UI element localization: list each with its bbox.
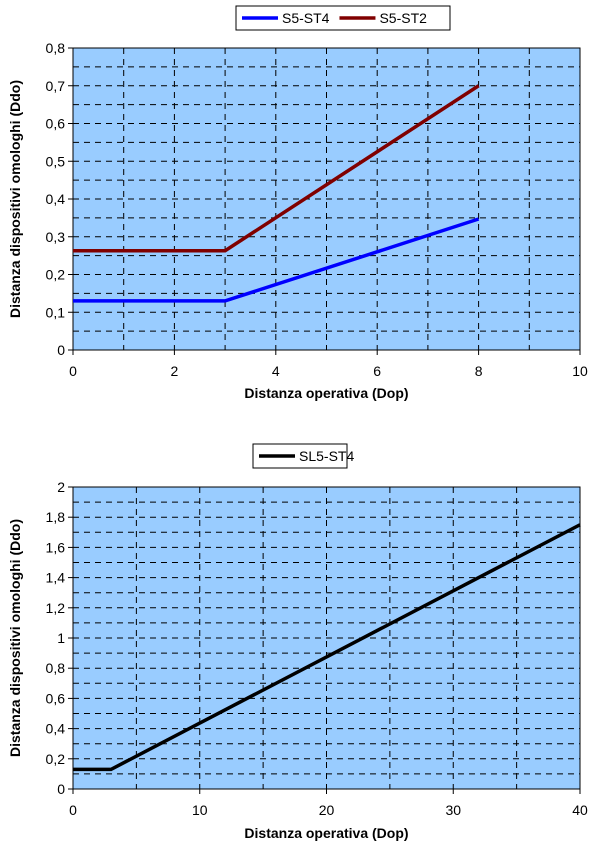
y-tick-label: 0,4 (46, 721, 66, 737)
y-tick-label: 0 (57, 781, 65, 797)
x-tick-label: 30 (445, 802, 461, 818)
y-tick-label: 0,7 (46, 78, 66, 94)
y-tick-label: 1,6 (46, 539, 66, 555)
chart-top: 0 0,1 0,2 0,3 0,4 0,5 0,6 0,7 0,8 0 2 4 6 8 10 Distanza… (7, 5, 588, 401)
x-tick-label: 8 (475, 363, 483, 379)
x-tick-label: 10 (572, 363, 588, 379)
y-tick-label: 0,8 (46, 660, 66, 676)
x-tick-label: 40 (572, 802, 588, 818)
y-tick-label: 0,2 (46, 267, 66, 283)
x-axis-label: Distanza operativa (Dop) (244, 385, 408, 401)
chart-bottom: 00,20,40,60,811,21,41,61,820 10 20 30 40Dist… (7, 443, 588, 841)
x-axis-label: Distanza operativa (Dop) (244, 825, 408, 841)
x-tick-label: 4 (272, 363, 280, 379)
x-tick-label: 20 (319, 802, 335, 818)
y-tick-label: 0 (57, 342, 65, 358)
y-tick-label: 1,8 (46, 509, 66, 525)
y-tick-label: 0,6 (46, 690, 66, 706)
y-axis-label: Distanza dispositivi omologhi (Ddo) (7, 519, 23, 757)
legend-label: SL5-ST4 (299, 448, 354, 464)
y-axis-label: Distanza dispositivi omologhi (Ddo) (7, 80, 23, 318)
y-tick-label: 0,1 (46, 304, 66, 320)
y-tick-label: 0,6 (46, 116, 66, 132)
y-tick-label: 0,8 (46, 40, 66, 56)
y-tick-label: 0,5 (46, 153, 66, 169)
legend-label: S5-ST4 (282, 10, 330, 26)
y-tick-label: 1 (57, 630, 65, 646)
x-tick-label: 0 (69, 802, 77, 818)
y-tick-label: 1,4 (46, 570, 66, 586)
legend-label: S5-ST2 (379, 10, 427, 26)
y-tick-label: 0,4 (46, 191, 66, 207)
x-tick-label: 2 (171, 363, 179, 379)
y-tick-label: 2 (57, 479, 65, 495)
x-tick-label: 6 (373, 363, 381, 379)
x-tick-label: 0 (69, 363, 77, 379)
y-tick-label: 0,2 (46, 751, 66, 767)
y-tick-label: 1,2 (46, 600, 66, 616)
y-tick-label: 0,3 (46, 229, 66, 245)
x-tick-label: 10 (192, 802, 208, 818)
